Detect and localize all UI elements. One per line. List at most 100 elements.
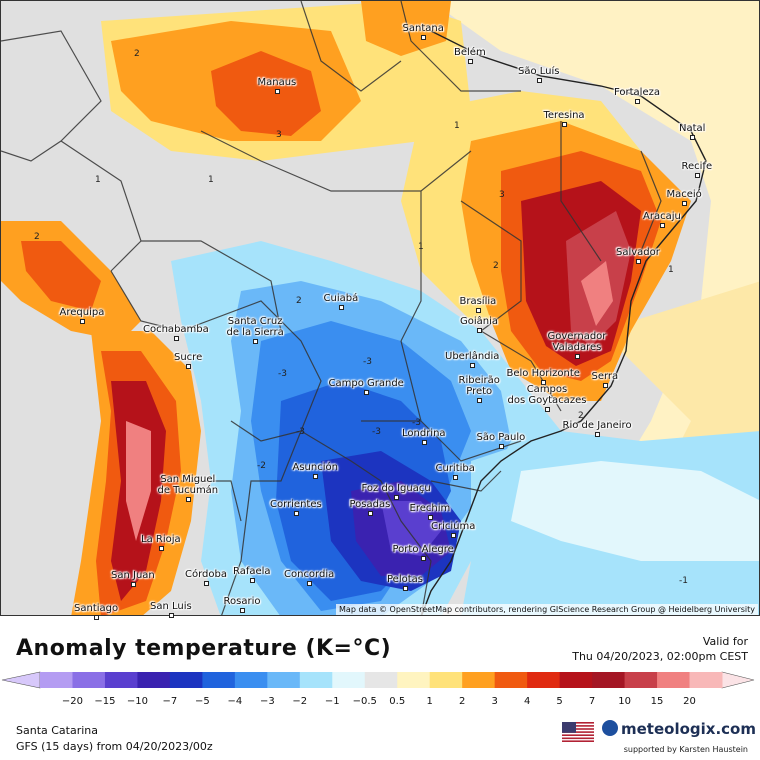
city-label: Salvador <box>616 247 660 258</box>
city-label: Cochabamba <box>143 324 209 335</box>
city-label: Aracaju <box>643 211 681 222</box>
legend-swatch <box>624 672 658 688</box>
city-label: Fortaleza <box>614 87 660 98</box>
city-label: Arequipa <box>59 307 105 318</box>
city-label: Teresina <box>543 110 585 121</box>
legend-swatch <box>364 672 398 688</box>
city-marker <box>636 259 641 264</box>
city-label: São Paulo <box>476 432 526 443</box>
city-label: Asunción <box>292 462 338 473</box>
city-label: Foz do Iguaçu <box>361 483 431 494</box>
city-marker <box>421 556 426 561</box>
brand-name: meteologix.com <box>621 720 756 738</box>
legend-tick-label: 7 <box>589 696 595 707</box>
city-label: Porto Alegre <box>392 544 454 555</box>
city-marker <box>545 407 550 412</box>
city-marker <box>174 336 179 341</box>
city-marker <box>186 364 191 369</box>
legend-tick-label: −7 <box>163 696 178 707</box>
city-label: Recife <box>681 161 713 172</box>
city-marker <box>603 383 608 388</box>
city-marker <box>364 390 369 395</box>
city-marker <box>660 223 665 228</box>
city-marker <box>468 59 473 64</box>
legend-tick-label: 5 <box>556 696 562 707</box>
legend-swatch <box>40 672 73 688</box>
city-label: Santiago <box>74 603 119 614</box>
legend-swatch <box>462 672 496 688</box>
legend-swatch <box>267 672 301 688</box>
city-marker <box>80 319 85 324</box>
city-label: Santana <box>402 23 444 34</box>
city-marker <box>204 581 209 586</box>
legend-tick-label: 10 <box>618 696 631 707</box>
city-marker <box>94 615 99 620</box>
us-flag-icon[interactable] <box>562 722 594 742</box>
city-label: Rosario <box>223 596 261 607</box>
legend-tick-label: 3 <box>491 696 497 707</box>
city-marker <box>250 578 255 583</box>
model-run-label: GFS (15 days) from 04/20/2023/00z <box>16 740 213 753</box>
legend-swatch <box>299 672 333 688</box>
legend-swatch <box>494 672 528 688</box>
legend-high-arrow <box>721 671 755 689</box>
legend-swatch <box>169 672 203 688</box>
city-marker <box>499 444 504 449</box>
city-marker <box>453 475 458 480</box>
legend-tick-label: −20 <box>62 696 83 707</box>
region-label: Santa Catarina <box>16 724 99 737</box>
city-marker <box>562 122 567 127</box>
city-marker <box>159 546 164 551</box>
contour-label: -3 <box>278 369 287 379</box>
city-marker <box>394 495 399 500</box>
city-label: Campo Grande <box>328 378 404 389</box>
legend-tick-label: −4 <box>227 696 242 707</box>
legend-tick-label: 20 <box>683 696 696 707</box>
legend-swatch <box>202 672 236 688</box>
city-marker <box>240 608 245 613</box>
city-label: Uberlândia <box>445 351 500 362</box>
legend-swatch <box>689 672 723 688</box>
chart-title: Anomaly temperature (K=°C) <box>16 636 392 661</box>
legend-tick-label: 1 <box>427 696 433 707</box>
city-marker <box>339 305 344 310</box>
contour-label: 3 <box>499 190 505 200</box>
city-label: São Luís <box>518 66 560 77</box>
legend-swatch <box>592 672 626 688</box>
contour-label: -2 <box>257 461 266 471</box>
city-label: Erechim <box>409 503 451 514</box>
city-label: Criciúma <box>431 521 476 532</box>
city-label: Londrina <box>402 428 446 439</box>
city-label: Manaus <box>257 77 297 88</box>
city-marker <box>635 99 640 104</box>
city-marker <box>253 339 258 344</box>
city-marker <box>477 328 482 333</box>
contour-label: -3 <box>296 427 305 437</box>
legend-swatch <box>72 672 106 688</box>
city-label: Curitiba <box>435 463 475 474</box>
legend-swatch <box>104 672 138 688</box>
city-label: Cuiabá <box>323 293 359 304</box>
city-marker <box>169 613 174 618</box>
meteologix-logo[interactable]: meteologix.com <box>602 720 756 738</box>
contour-label: -1 <box>679 576 688 586</box>
city-label: Governador Valadares <box>547 331 607 353</box>
legend-tick-label: −10 <box>127 696 148 707</box>
city-marker <box>421 35 426 40</box>
contour-label: 2 <box>493 261 499 271</box>
contour-label: -3 <box>363 357 372 367</box>
city-label: Campos dos Goytacazes <box>507 384 587 406</box>
city-label: Natal <box>679 123 706 134</box>
legend-swatch <box>332 672 366 688</box>
city-label: Belém <box>454 47 486 58</box>
weather-map[interactable] <box>0 0 760 616</box>
city-label: Goiânia <box>460 316 499 327</box>
legend-swatch <box>657 672 691 688</box>
legend-tick-label: −3 <box>260 696 275 707</box>
city-marker <box>595 432 600 437</box>
legend-swatch <box>234 672 268 688</box>
city-marker <box>695 173 700 178</box>
city-marker <box>275 89 280 94</box>
supported-by-label: supported by Karsten Haustein <box>623 745 748 754</box>
legend-tick-label: 2 <box>459 696 465 707</box>
